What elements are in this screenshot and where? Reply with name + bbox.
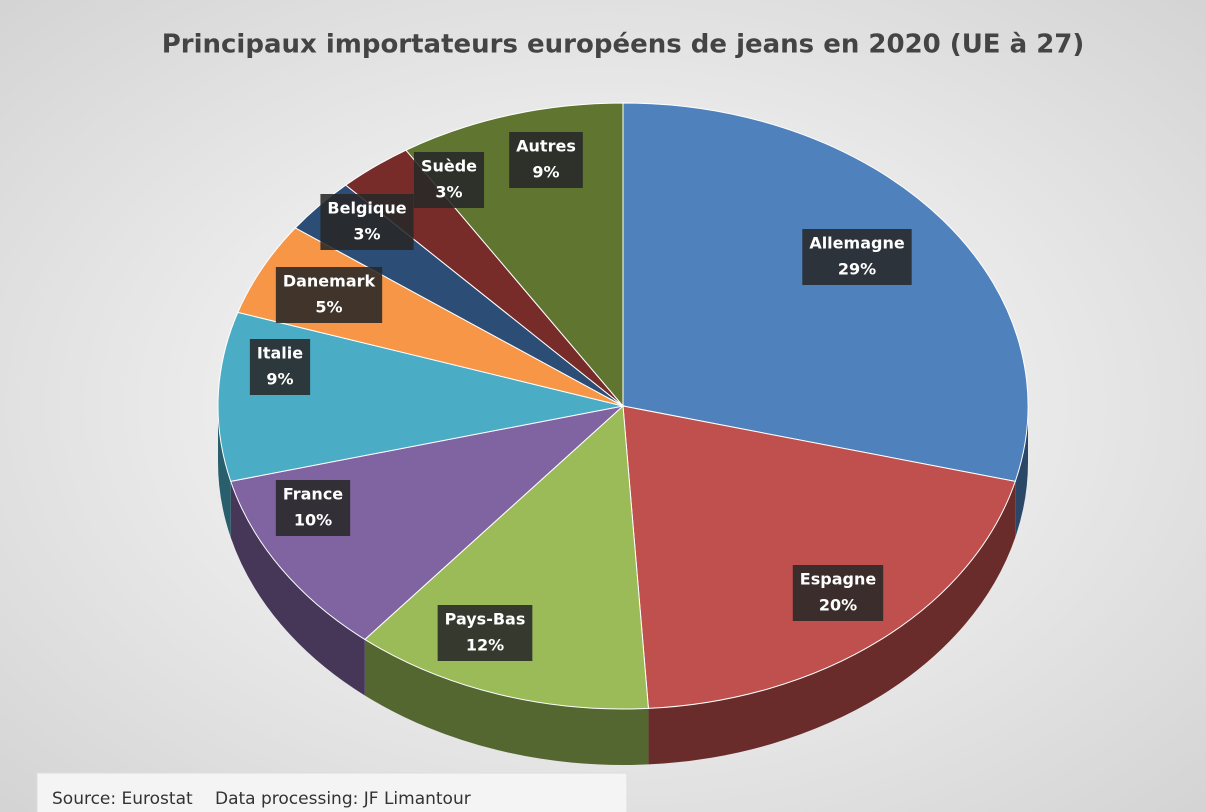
label-name: Pays-Bas — [445, 610, 526, 629]
data-label: Autres 9% — [509, 132, 583, 188]
label-name: Belgique — [327, 199, 406, 218]
label-box — [320, 194, 414, 250]
slice — [230, 405, 625, 641]
chart-title: Principaux importateurs européens de jea… — [162, 30, 1085, 60]
label-value: 9% — [532, 163, 559, 182]
label-name: Espagne — [800, 570, 877, 589]
slice-side — [648, 481, 1016, 765]
label-name: Allemagne — [809, 234, 905, 253]
label-box — [509, 132, 583, 188]
data-label: Pays-Bas 12% — [437, 605, 533, 661]
label-box — [802, 229, 912, 285]
slice-side — [364, 639, 649, 765]
label-value: 20% — [819, 596, 857, 615]
label-box — [792, 565, 884, 621]
label-box — [275, 480, 351, 536]
label-name: Suède — [421, 157, 477, 176]
credit: Data processing: JF Limantour — [215, 789, 471, 809]
label-value: 10% — [294, 511, 332, 530]
label-name: France — [283, 485, 343, 504]
label-value: 9% — [266, 370, 293, 389]
label-value: 5% — [315, 298, 342, 317]
slice — [622, 405, 1016, 709]
pie-sides — [218, 406, 1028, 765]
slice — [364, 404, 649, 710]
label-box — [275, 267, 383, 323]
label-name: Autres — [516, 137, 576, 156]
data-labels: Allemagne 29% Espagne 20% Pays-Bas 12% France 1… — [249, 132, 912, 661]
label-box — [413, 152, 485, 208]
slice-side — [218, 406, 231, 538]
data-label: Suède 3% — [413, 152, 485, 208]
slice — [217, 311, 624, 482]
slice-side — [230, 481, 365, 696]
source: Source: Eurostat — [52, 789, 193, 809]
data-label: Espagne 20% — [792, 565, 884, 621]
data-label: Danemark 5% — [275, 267, 383, 323]
label-value: 29% — [838, 260, 876, 279]
label-value: 3% — [435, 183, 462, 202]
data-label: Belgique 3% — [320, 194, 414, 250]
label-box — [437, 605, 533, 661]
label-name: Danemark — [283, 272, 376, 291]
label-value: 3% — [353, 225, 380, 244]
data-label: Allemagne 29% — [802, 229, 912, 285]
pie-tops — [217, 102, 1029, 710]
label-value: 12% — [466, 636, 504, 655]
label-box — [249, 339, 311, 395]
source-box — [36, 772, 628, 812]
data-label: France 10% — [275, 480, 351, 536]
data-label: Italie 9% — [249, 339, 311, 395]
slice-side — [1015, 406, 1028, 538]
label-name: Italie — [257, 344, 303, 363]
slice — [622, 102, 1029, 482]
